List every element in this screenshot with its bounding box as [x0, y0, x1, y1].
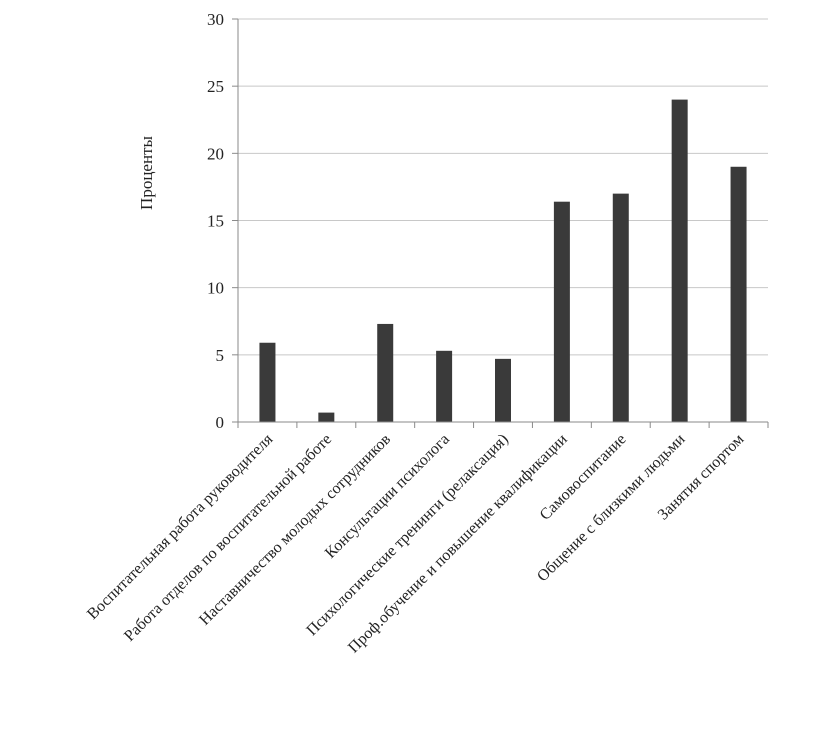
- y-tick-label: 20: [207, 144, 224, 163]
- y-tick-label: 5: [216, 346, 225, 365]
- bar: [495, 358, 511, 422]
- bar: [436, 350, 453, 422]
- axis-layer: [232, 18, 769, 428]
- bars-layer: [259, 99, 747, 422]
- bar: [553, 201, 570, 422]
- y-axis-label: Проценты: [137, 135, 156, 209]
- y-tick-label: 30: [207, 10, 224, 29]
- bar: [671, 99, 688, 422]
- x-tick-labels: Воспитательная работа руководителяРабота…: [84, 430, 747, 656]
- x-tick-label: Работа отделов по воспитательной работе: [121, 431, 335, 645]
- y-tick-label: 0: [216, 413, 225, 432]
- y-tick-label: 10: [207, 279, 224, 298]
- y-tick-label: 25: [207, 77, 224, 96]
- bar: [259, 342, 276, 422]
- bar: [730, 166, 747, 422]
- bar: [377, 323, 394, 422]
- x-tick-label: Психологические тренинги (релаксация): [303, 431, 511, 639]
- y-tick-labels: 0 5 10 15 20 25 30: [207, 10, 224, 432]
- grid-layer: [238, 18, 768, 356]
- x-tick-label: Проф.обучение и повышение квалификации: [345, 430, 571, 656]
- bar: [612, 193, 629, 422]
- y-tick-label: 15: [207, 212, 224, 231]
- bar: [318, 412, 335, 422]
